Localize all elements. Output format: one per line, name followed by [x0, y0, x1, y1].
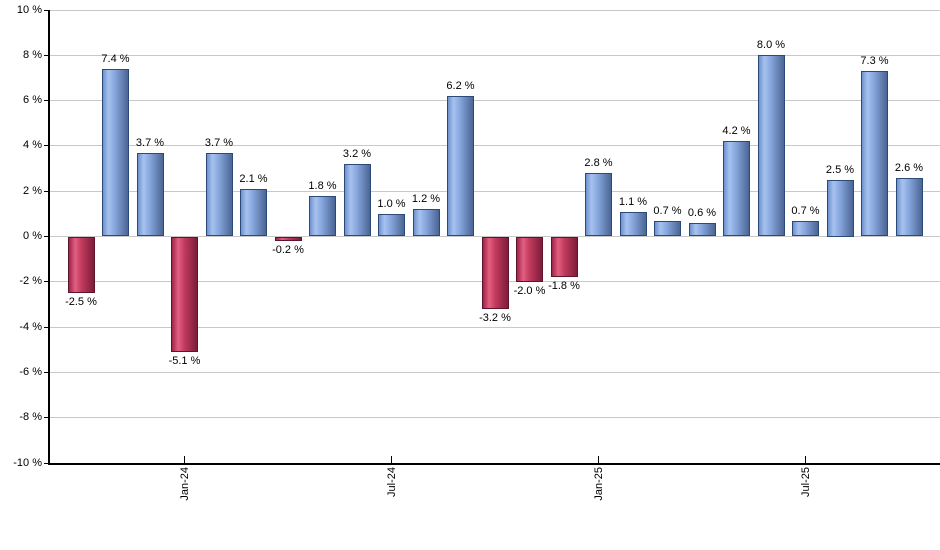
y-axis-tick: [44, 54, 49, 56]
bar[interactable]: [378, 213, 405, 237]
x-axis-tick-label: Jan-25: [592, 467, 605, 501]
bar-value-label: 2.6 %: [894, 161, 924, 174]
x-axis-tick-label: Jan-24: [178, 467, 191, 501]
y-gridline: [49, 371, 940, 373]
y-axis-tick-label: 4 %: [23, 139, 42, 152]
bar[interactable]: [826, 179, 854, 237]
bar[interactable]: [619, 211, 647, 237]
y-gridline: [49, 326, 940, 328]
y-axis-tick-label: 0 %: [23, 230, 42, 242]
y-axis-tick-label: -2 %: [19, 275, 42, 288]
y-axis-tick: [44, 190, 49, 192]
y-axis-tick: [44, 462, 49, 464]
bar[interactable]: [861, 71, 888, 237]
y-gridline: [49, 9, 940, 11]
bar-value-label: 7.3 %: [860, 55, 889, 68]
bar[interactable]: [447, 96, 474, 237]
bar-value-label: 0.7 %: [653, 204, 682, 217]
bar[interactable]: [550, 236, 578, 278]
bar[interactable]: [102, 68, 129, 237]
y-axis-tick-label: 2 %: [23, 184, 42, 197]
bar[interactable]: [688, 222, 716, 237]
y-gridline: [49, 145, 940, 147]
bar-value-label: 1.1 %: [618, 195, 648, 208]
y-axis-tick: [44, 417, 49, 419]
bar-value-label: 3.7 %: [204, 136, 234, 149]
y-axis-tick: [44, 281, 49, 283]
y-axis-tick: [44, 371, 49, 373]
x-axis-tick-label: Jul-24: [385, 467, 398, 497]
bar[interactable]: [481, 236, 509, 309]
bar-value-label: -2.5 %: [65, 296, 97, 309]
bar[interactable]: [757, 55, 785, 237]
bar-value-label: 2.8 %: [584, 157, 613, 170]
bar[interactable]: [585, 173, 612, 237]
bar[interactable]: [274, 236, 302, 242]
bar-value-label: 1.0 %: [377, 197, 406, 210]
bar[interactable]: [343, 164, 371, 237]
bar-value-label: 2.1 %: [239, 172, 268, 185]
bar-value-label: -2.0 %: [513, 284, 546, 297]
y-axis-tick-label: 10 %: [16, 3, 42, 16]
bar[interactable]: [723, 141, 750, 237]
bar[interactable]: [895, 177, 923, 237]
y-axis-tick: [44, 9, 49, 11]
bar[interactable]: [171, 236, 198, 352]
bar-value-label: 4.2 %: [722, 125, 751, 138]
bar-value-label: 0.6 %: [687, 206, 717, 219]
bar-value-label: -0.2 %: [272, 244, 304, 257]
bar-value-label: 1.8 %: [308, 179, 337, 192]
y-gridline: [49, 417, 940, 419]
bar[interactable]: [516, 236, 543, 282]
y-axis-tick: [44, 236, 49, 237]
bar-value-label: -1.8 %: [548, 280, 580, 293]
x-axis-tick: [184, 456, 185, 463]
y-gridline: [49, 54, 940, 56]
y-gridline: [49, 100, 940, 102]
bar-value-label: 3.2 %: [342, 148, 372, 161]
x-axis-line: [48, 462, 940, 465]
y-axis-tick-label: -8 %: [19, 411, 42, 424]
bar-value-label: 3.7 %: [135, 136, 165, 149]
bar[interactable]: [205, 152, 233, 237]
bar-value-label: 7.4 %: [101, 52, 130, 65]
x-axis-tick-label: Jul-25: [799, 467, 812, 497]
y-axis-tick-label: -4 %: [19, 320, 42, 333]
bar-value-label: -5.1 %: [168, 355, 201, 367]
bar-value-label: 0.7 %: [791, 204, 820, 217]
bar-value-label: 1.2 %: [411, 193, 441, 206]
y-axis-tick-label: 6 %: [23, 94, 42, 107]
y-axis-line: [48, 10, 50, 465]
bar[interactable]: [412, 209, 440, 237]
y-gridline: [49, 190, 940, 192]
y-axis-tick: [44, 145, 49, 147]
bar[interactable]: [67, 236, 95, 294]
y-axis-tick-label: -6 %: [19, 365, 42, 378]
bar[interactable]: [240, 188, 267, 237]
y-axis-tick: [44, 326, 49, 328]
x-axis-tick: [391, 456, 392, 463]
y-axis-tick: [44, 100, 49, 102]
bar-value-label: -3.2 %: [479, 311, 511, 324]
bar-value-label: 2.5 %: [825, 163, 855, 176]
bar[interactable]: [654, 220, 681, 237]
bar-value-label: 8.0 %: [756, 39, 786, 52]
bar[interactable]: [309, 195, 336, 237]
x-axis-tick: [805, 456, 806, 463]
bar[interactable]: [792, 220, 819, 237]
y-axis-tick-label: 8 %: [23, 48, 42, 61]
x-axis-tick: [598, 456, 599, 463]
y-axis-tick-label: -10 %: [13, 456, 42, 469]
bar-value-label: 6.2 %: [446, 80, 475, 93]
bar[interactable]: [136, 152, 164, 237]
